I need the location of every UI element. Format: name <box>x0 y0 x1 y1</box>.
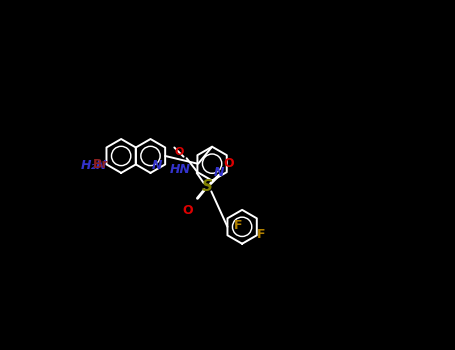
Text: S: S <box>202 179 213 194</box>
Text: HN: HN <box>170 163 191 176</box>
Text: F: F <box>257 228 265 240</box>
Text: O: O <box>175 147 184 157</box>
Text: F: F <box>234 219 243 232</box>
Text: N: N <box>152 159 162 172</box>
Text: N: N <box>214 166 224 180</box>
Text: O: O <box>224 157 234 170</box>
Text: H₂N: H₂N <box>81 159 107 172</box>
Text: Br: Br <box>92 158 108 171</box>
Text: O: O <box>182 204 193 217</box>
